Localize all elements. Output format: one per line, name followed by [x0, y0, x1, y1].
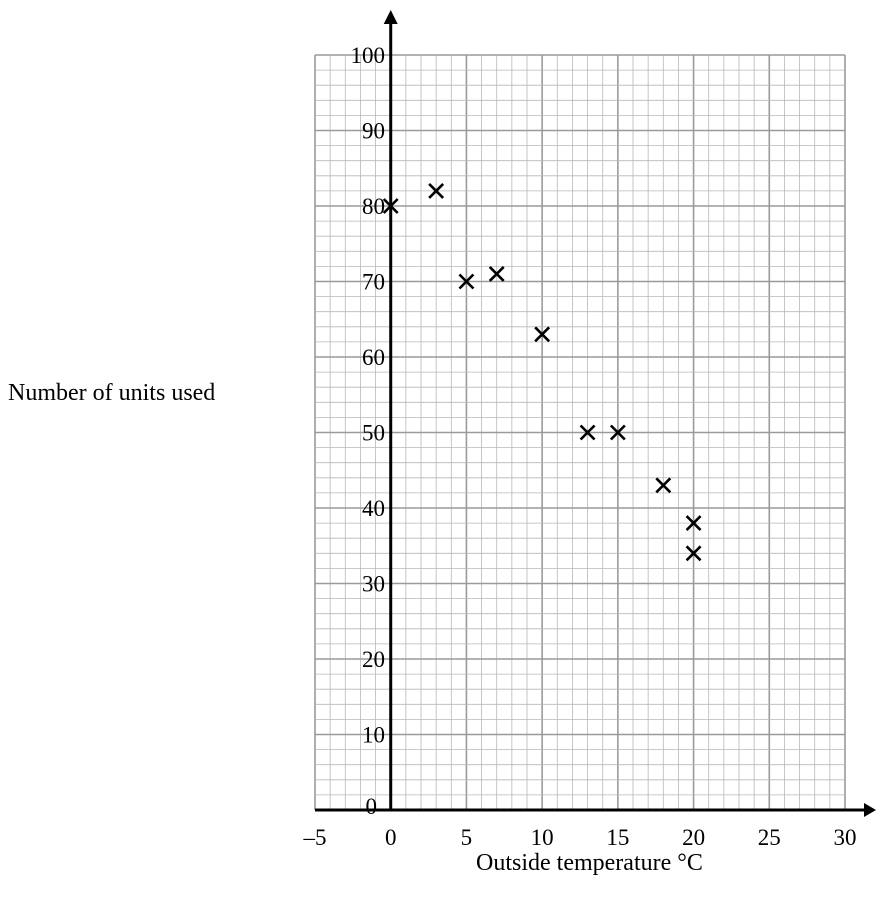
y-tick-label: 100 — [351, 43, 386, 68]
data-point-stroke — [685, 545, 702, 562]
x-axis-arrow — [864, 803, 876, 817]
data-point-stroke — [428, 182, 445, 199]
data-point — [685, 515, 702, 532]
y-tick-label: 70 — [362, 270, 385, 295]
tick-labels: –5 0 5 10 15 20 25 30 0 10 20 30 40 50 60 70 80 90 100 — [303, 43, 857, 850]
data-point-stroke — [458, 273, 475, 290]
y-tick-label: 80 — [362, 194, 385, 219]
data-point-stroke — [609, 424, 626, 441]
data-point-stroke — [655, 477, 672, 494]
y-tick-label: 20 — [362, 647, 385, 672]
x-tick-label: 5 — [461, 825, 473, 850]
y-tick-label: 30 — [362, 572, 385, 597]
data-point — [458, 273, 475, 290]
data-points — [382, 182, 702, 562]
x-tick-label: 15 — [606, 825, 629, 850]
x-tick-label: 10 — [531, 825, 554, 850]
data-point — [579, 424, 596, 441]
x-axis-title: Outside temperature °C — [476, 850, 703, 876]
x-tick-label: 0 — [385, 825, 397, 850]
x-tick-label: 20 — [682, 825, 705, 850]
data-point — [428, 182, 445, 199]
y-tick-label: 0 — [366, 794, 378, 819]
grid — [314, 54, 846, 811]
y-tick-label: 60 — [362, 345, 385, 370]
y-tick-label: 40 — [362, 496, 385, 521]
data-point — [534, 326, 551, 343]
data-point-stroke — [382, 198, 399, 214]
data-point — [609, 424, 626, 441]
data-point — [382, 198, 399, 214]
data-point — [488, 266, 505, 282]
y-axis-arrow — [383, 10, 398, 24]
data-point-stroke — [488, 266, 505, 282]
axes — [315, 10, 876, 817]
data-point-stroke — [685, 515, 702, 532]
data-point — [655, 477, 672, 494]
y-tick-label: 90 — [362, 119, 385, 144]
y-axis-title: Number of units used — [8, 380, 215, 406]
y-tick-label: 50 — [362, 421, 385, 446]
x-tick-label: –5 — [303, 825, 327, 850]
data-point — [685, 545, 702, 562]
x-tick-label: 30 — [834, 825, 857, 850]
y-tick-label: 10 — [362, 723, 385, 748]
x-tick-label: 25 — [758, 825, 781, 850]
data-point-stroke — [534, 326, 551, 343]
data-point-stroke — [579, 424, 596, 441]
